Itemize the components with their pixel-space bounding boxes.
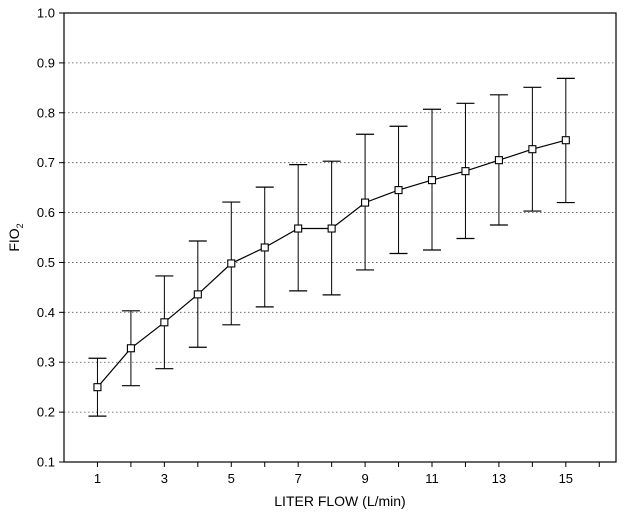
x-tick-label: 13 (492, 471, 506, 486)
x-tick-label: 15 (559, 471, 573, 486)
data-point (93, 383, 102, 392)
data-point (260, 243, 269, 252)
data-point (528, 145, 537, 154)
data-point (361, 198, 370, 207)
x-tick-label: 1 (94, 471, 101, 486)
data-point (427, 176, 437, 185)
error-bars (88, 77, 575, 417)
data-point (561, 136, 570, 145)
data-markers (93, 136, 570, 392)
y-tick-label: 1.0 (37, 6, 55, 21)
y-axis-title-subscript: 2 (15, 223, 25, 228)
data-point (327, 224, 336, 233)
y-tick-label: 0.5 (37, 255, 55, 270)
data-point (494, 156, 503, 165)
y-tick-label: 0.3 (37, 355, 55, 370)
data-point (126, 344, 135, 353)
x-tick-label: 9 (361, 471, 368, 486)
axis-ticks: 0.10.20.30.40.50.60.70.80.91.01 3 5 7 9 11 13 1… (37, 6, 600, 486)
data-point (461, 167, 470, 176)
y-tick-label: 0.7 (37, 155, 55, 170)
plot-frame (63, 12, 617, 463)
data-point (294, 224, 303, 233)
x-tick-label: 7 (295, 471, 302, 486)
x-tick-label: 11 (425, 471, 439, 486)
y-axis-title-main: FIO (6, 228, 22, 251)
y-tick-label: 0.9 (37, 55, 55, 70)
grid-lines (64, 62, 616, 413)
y-axis-title: FIO2 (6, 223, 25, 251)
data-point (227, 259, 236, 268)
y-tick-label: 0.8 (37, 105, 55, 120)
y-tick-label: 0.6 (37, 205, 55, 220)
y-tick-label: 0.4 (37, 305, 55, 320)
y-tick-label: 0.1 (37, 455, 55, 470)
data-point (160, 318, 169, 327)
data-point (394, 186, 403, 195)
data-point (193, 290, 202, 299)
x-tick-label: 3 (161, 471, 168, 486)
x-axis-title: LITER FLOW (L/min) (274, 493, 405, 509)
y-tick-label: 0.2 (37, 405, 55, 420)
x-tick-label: 5 (228, 471, 235, 486)
